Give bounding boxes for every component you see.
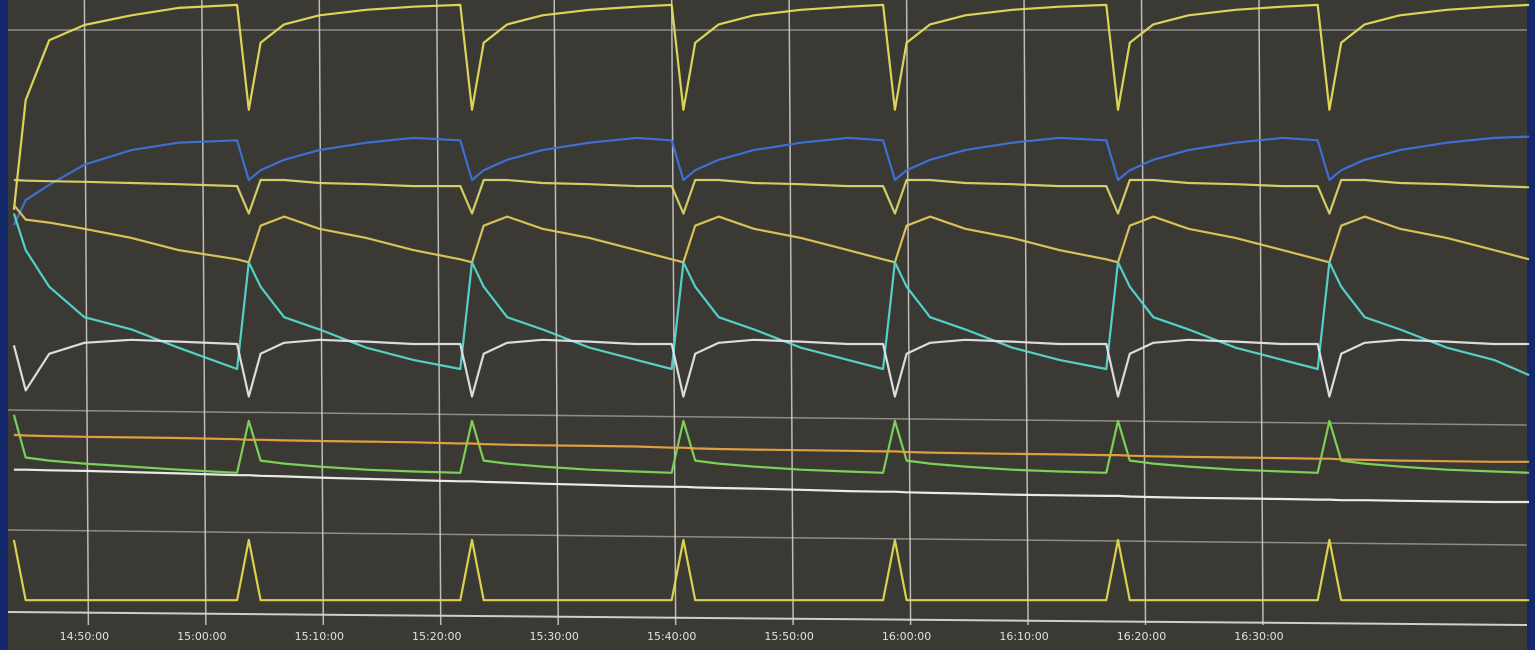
left-bezel: [0, 0, 8, 650]
grid-line: [788, 0, 794, 626]
x-axis-labels: 14:50:00 15:00:00 15:10:00 15:20:00 15:30:00…: [60, 630, 1284, 643]
grid-line: [1140, 0, 1147, 626]
x-tick-label: 15:40:00: [647, 630, 696, 643]
series-line: [13, 468, 1530, 504]
x-tick-label: 14:50:00: [60, 630, 109, 643]
grid-line: [670, 0, 677, 626]
x-tick-label: 16:20:00: [1117, 630, 1166, 643]
grid-line: [318, 0, 325, 626]
series-line: [12, 538, 1530, 602]
grid-line: [1258, 0, 1264, 626]
series-line: [12, 414, 1530, 474]
right-bezel: [1527, 0, 1535, 650]
x-tick-label: 15:00:00: [177, 630, 226, 643]
series-line: [13, 204, 1530, 264]
grid-line: [436, 0, 442, 626]
plot-lines: [12, 3, 1530, 602]
grid-line: [1023, 0, 1029, 626]
x-tick-label: 15:50:00: [764, 630, 813, 643]
grid-line: [83, 0, 90, 626]
x-tick-label: 16:00:00: [882, 630, 931, 643]
frame-line: [7, 529, 1528, 546]
series-line: [12, 135, 1530, 226]
series-line: [12, 3, 1530, 210]
x-tick-label: 15:20:00: [412, 630, 461, 643]
x-tick-label: 16:30:00: [1234, 630, 1283, 643]
series-line: [13, 178, 1530, 215]
grid-line: [553, 0, 559, 626]
grid-line: [905, 0, 912, 626]
x-tick-label: 15:10:00: [295, 630, 344, 643]
frame-line: [7, 409, 1528, 426]
x-tick-label: 16:10:00: [999, 630, 1048, 643]
x-axis-line: [7, 611, 1528, 626]
series-line: [12, 338, 1530, 398]
grid-line: [201, 0, 207, 626]
series-line: [12, 213, 1530, 377]
grid: [83, 0, 1264, 626]
series-line: [13, 433, 1530, 463]
x-tick-label: 15:30:00: [530, 630, 579, 643]
